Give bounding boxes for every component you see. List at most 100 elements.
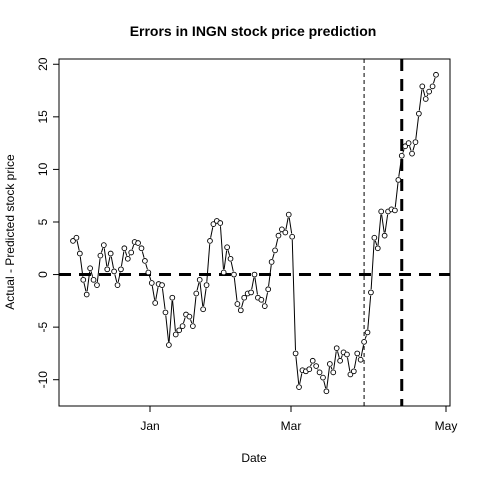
data-point	[193, 290, 200, 297]
series-line-segment	[219, 226, 224, 270]
data-point	[368, 289, 374, 296]
series-line-segment	[367, 295, 372, 330]
series-line-segment	[141, 251, 145, 258]
series-line-segment	[409, 146, 412, 151]
series-line-segment	[384, 214, 389, 233]
series-line-group	[76, 77, 436, 389]
series-line-segment	[433, 77, 436, 84]
series-line-segment	[203, 288, 207, 307]
y-tick-label: 10	[36, 162, 50, 176]
series-line-segment	[333, 351, 337, 370]
data-point	[292, 350, 299, 357]
series-line-segment	[196, 282, 200, 291]
data-point	[224, 244, 230, 251]
series-line-segment	[291, 239, 297, 351]
series-line-segment	[360, 344, 364, 357]
data-point	[285, 211, 292, 218]
data-point	[172, 331, 179, 338]
data-point	[121, 245, 128, 252]
data-point	[166, 342, 172, 348]
data-point	[118, 266, 124, 273]
x-tick-label: Jan	[140, 419, 159, 433]
data-point	[70, 238, 76, 244]
y-tick-label: 5	[36, 218, 50, 225]
series-line-segment	[233, 277, 238, 301]
series-line-segment	[155, 287, 159, 300]
data-point	[320, 374, 326, 381]
series-line-segment	[114, 274, 118, 283]
data-point	[231, 271, 237, 278]
series-line-segment	[398, 158, 402, 177]
data-point	[203, 282, 210, 288]
series-line-segment	[206, 244, 211, 282]
series-line-segment	[190, 319, 193, 324]
series-line-segment	[110, 256, 114, 269]
series-line-segment	[76, 240, 80, 251]
series-line-segment	[79, 256, 84, 277]
series-line-segment	[151, 286, 156, 300]
data-point	[316, 369, 323, 376]
data-point	[148, 280, 155, 286]
data-point	[190, 323, 196, 329]
series-line-segment	[86, 271, 91, 292]
y-tick-label: 15	[36, 110, 50, 124]
data-point	[186, 313, 193, 320]
reference-lines	[59, 59, 450, 406]
series-line-segment	[227, 250, 231, 256]
series-line-segment	[272, 253, 275, 260]
data-point	[419, 83, 426, 90]
series-line-segment	[310, 363, 312, 367]
series-line-segment	[337, 351, 340, 358]
data-point	[374, 245, 381, 252]
series-line-segment	[96, 258, 101, 282]
data-point	[90, 276, 97, 283]
data-point	[416, 110, 422, 117]
series-line-segment	[230, 261, 234, 272]
data-point	[210, 221, 217, 227]
y-tick-label: -5	[36, 321, 50, 332]
series-line-segment	[340, 355, 343, 359]
data-point	[361, 339, 367, 345]
y-axis: -10 -5 0 5 10 15 20	[36, 57, 59, 388]
data-point	[378, 208, 385, 215]
series-line-segment	[254, 277, 258, 295]
series-line-segment	[124, 251, 128, 256]
data-point	[326, 361, 333, 367]
data-point	[309, 357, 316, 364]
series-line-segment	[412, 144, 416, 151]
data-point	[371, 234, 378, 241]
series-line-segment	[364, 335, 367, 340]
series-line-segment	[183, 317, 186, 324]
series-points-group	[70, 71, 439, 395]
x-tick-label: May	[435, 419, 458, 433]
series-line-segment	[131, 244, 135, 250]
data-point	[196, 276, 203, 283]
series-line-segment	[107, 256, 111, 267]
data-point	[227, 255, 234, 262]
data-point	[107, 250, 114, 257]
series-line-segment	[275, 238, 279, 248]
data-point	[169, 294, 176, 301]
x-axis: Jan Mar May	[140, 406, 457, 433]
series-line-segment	[100, 248, 104, 253]
data-point	[392, 207, 398, 214]
data-point	[152, 300, 159, 306]
data-point	[83, 291, 90, 298]
data-point	[76, 250, 83, 257]
series-line-segment	[192, 296, 197, 323]
series-line-segment	[168, 300, 173, 342]
series-line-segment	[83, 282, 87, 292]
data-point	[94, 282, 100, 288]
series-line-segment	[418, 89, 423, 111]
series-line-segment	[347, 357, 351, 372]
y-tick-label: -10	[36, 371, 50, 389]
data-point	[426, 88, 433, 95]
data-point	[279, 226, 285, 233]
data-point	[176, 327, 183, 334]
data-point	[350, 368, 357, 375]
data-point	[265, 286, 272, 293]
x-tick-label: Mar	[281, 419, 302, 433]
data-point	[402, 143, 409, 150]
series-line-segment	[370, 240, 375, 290]
data-point	[323, 388, 330, 395]
